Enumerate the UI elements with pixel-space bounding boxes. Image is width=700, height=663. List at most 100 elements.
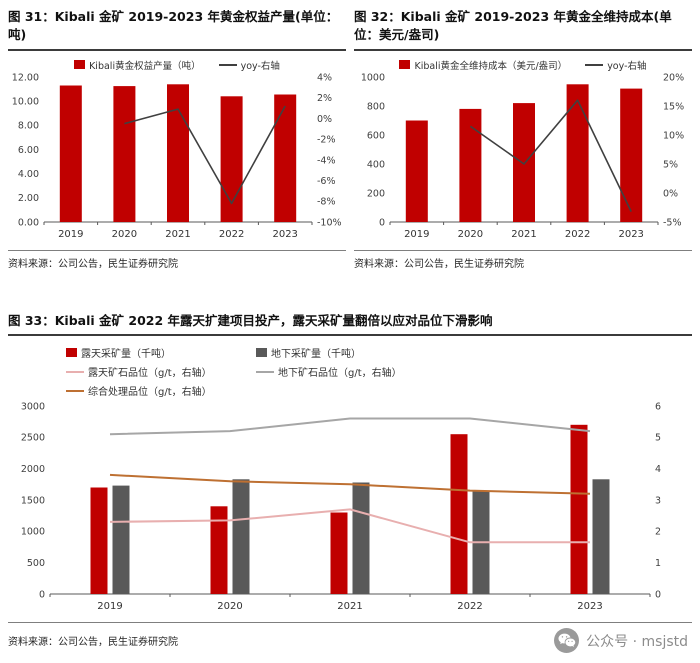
bar-series-0-2019 [59,85,82,222]
line-series-0 [469,98,632,212]
legend-bar-swatch [74,60,86,69]
legend-label: Kibali黄金全维持成本（美元/盎司） [414,60,568,72]
legend-label: 综合处理品位（g/t，右轴） [88,387,212,399]
right-axis-tick-label: 0 [655,590,661,601]
left-axis-tick-label: 2500 [21,433,45,444]
legend-item: 地下采矿量（千吨） [256,345,361,360]
right-axis-tick-label: 5% [663,159,678,170]
figure-32-legend: Kibali黄金全维持成本（美元/盎司） yoy-右轴 [354,58,692,72]
wechat-icon [554,628,580,654]
bar-series-0-2019 [90,487,108,595]
left-axis-tick-label: 500 [27,558,45,569]
bar-series-0-2022 [450,434,468,595]
legend-label: 地下矿石品位（g/t，右轴） [278,368,402,380]
figure-31-legend: Kibali黄金权益产量（吨） yoy-右轴 [8,58,346,72]
wechat-account-badge[interactable]: 公众号 · msjstd [554,628,692,654]
legend-item: yoy-右轴 [585,58,647,72]
bar-series-0-2021 [330,512,348,595]
left-axis-tick-label: 8.00 [18,120,39,131]
chart-32: 1000 800 600 400 200 0 20% 15% 10% 5% 0% -5% 2019 202… [354,72,692,244]
chart-31: 12.00 10.00 8.00 6.00 4.00 2.00 0.00 4% 2% 0% -2% -… [8,72,346,244]
legend-label: yoy-右轴 [607,60,647,72]
chart-canvas: 3000 2500 2000 1500 1000 500 0 6 5 4 3 2 1 0 2019 2020 2… [21,402,661,613]
legend-item: yoy-右轴 [218,58,280,72]
bar-series-0-2020 [113,85,136,222]
right-axis-tick-label: -10% [317,217,342,228]
category-label: 2019 [97,601,122,612]
legend-item: 露天采矿量（千吨） [66,345,171,360]
figure-33-legend: 露天采矿量（千吨） 地下采矿量（千吨） 露天矿石品位（g/t，右轴） 地下矿石品位（g… [66,345,692,398]
figure-33: 图 33：Kibali 金矿 2022 年露天扩建项目投产，露天采矿量翻倍以应对… [8,312,692,654]
left-axis-tick-label: 12.00 [12,72,39,83]
bar-series-0-2019 [405,120,428,222]
top-figure-row: 图 31：Kibali 金矿 2019-2023 年黄金权益产量(单位：吨) K… [8,8,692,270]
bar-series-0-2020 [459,108,482,222]
legend-item: Kibali黄金全维持成本（美元/盎司） [399,58,567,72]
bar-series-1-2020 [232,479,250,595]
category-label: 2019 [58,229,83,240]
left-axis-tick-label: 10.00 [12,96,39,107]
legend-label: 露天矿石品位（g/t，右轴） [88,368,212,380]
right-axis-tick-label: 10% [663,130,684,141]
category-label: 2023 [577,601,602,612]
right-axis-tick-label: 4% [317,72,332,83]
right-axis-tick-label: 5 [655,433,661,444]
category-label: 2020 [217,601,242,612]
right-axis-tick-label: -4% [317,155,336,166]
left-axis-tick-label: 0 [39,590,45,601]
category-label: 2021 [337,601,362,612]
bottom-divider [8,622,692,624]
line-series-2 [109,474,591,495]
category-label: 2023 [272,229,297,240]
legend-label: 地下采矿量（千吨） [271,349,361,361]
right-axis-tick-label: -8% [317,196,336,207]
legend-bar-swatch [66,348,77,358]
category-label: 2019 [404,229,429,240]
figure-32-title: 图 32：Kibali 金矿 2019-2023 年黄金全维持成本(单位：美元/… [354,8,692,51]
left-axis-tick-label: 200 [367,188,385,199]
bar-series-0-2023 [274,94,297,222]
figure-33-source: 资料来源：公司公告，民生证券研究院 [8,637,178,649]
category-label: 2022 [457,601,482,612]
legend-item: 综合处理品位（g/t，右轴） [66,383,212,398]
category-label: 2023 [618,229,643,240]
figure-33-title: 图 33：Kibali 金矿 2022 年露天扩建项目投产，露天采矿量翻倍以应对… [8,312,692,337]
left-axis-tick-label: 2000 [21,464,45,475]
category-label: 2021 [165,229,190,240]
bar-series-0-2023 [570,425,588,595]
right-axis-tick-label: 3 [655,496,661,507]
legend-item: 地下矿石品位（g/t，右轴） [256,364,402,379]
right-axis-tick-label: 4 [655,464,661,475]
left-axis-tick-label: 2.00 [18,193,39,204]
legend-item: Kibali黄金权益产量（吨） [74,58,201,72]
legend-line-swatch [256,370,274,373]
right-axis-tick-label: 1 [655,558,661,569]
legend-label: 露天采矿量（千吨） [81,349,171,361]
legend-bar-swatch [256,348,267,358]
left-axis-tick-label: 1500 [21,496,45,507]
legend-line-swatch [218,63,237,66]
left-axis-tick-label: 1000 [21,527,45,538]
chart-canvas: 1000 800 600 400 200 0 20% 15% 10% 5% 0% -5% 2019 202… [361,72,684,240]
category-label: 2020 [112,229,137,240]
legend-bar-swatch [399,60,411,69]
bar-series-0-2020 [210,506,228,595]
left-axis-tick-label: 6.00 [18,144,39,155]
bar-series-0-2023 [620,88,643,222]
right-axis-tick-label: 2 [655,527,661,538]
legend-label: yoy-右轴 [240,60,280,72]
line-series-1 [109,417,591,436]
legend-line-swatch [585,63,604,66]
left-axis-tick-label: 4.00 [18,169,39,180]
figure-31-title: 图 31：Kibali 金矿 2019-2023 年黄金权益产量(单位：吨) [8,8,346,51]
figure-32-source: 资料来源：公司公告，民生证券研究院 [354,249,692,270]
left-axis-tick-label: 800 [367,101,385,112]
category-label: 2021 [511,229,536,240]
category-label: 2022 [219,229,244,240]
right-axis-tick-label: 2% [317,93,332,104]
wechat-account-label: 公众号 · msjstd [586,633,688,650]
legend-label: Kibali黄金权益产量（吨） [89,60,201,72]
left-axis-tick-label: 600 [367,130,385,141]
left-axis-tick-label: 3000 [21,402,45,413]
